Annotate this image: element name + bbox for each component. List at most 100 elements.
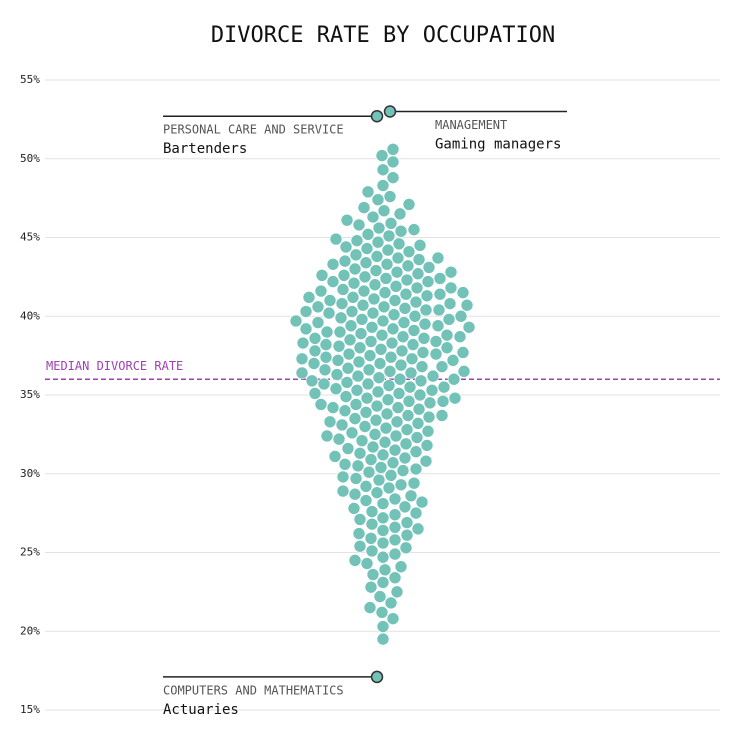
dot [336, 484, 350, 498]
dot [394, 478, 408, 492]
dot [393, 372, 407, 386]
dot [349, 398, 363, 411]
dot [384, 350, 398, 364]
dot [376, 632, 390, 646]
dot [393, 207, 407, 221]
dot [422, 410, 436, 424]
dot [351, 369, 365, 383]
dot [409, 506, 423, 520]
dot [373, 590, 387, 603]
dot [329, 232, 343, 246]
dot [407, 324, 421, 337]
dot [359, 480, 373, 493]
dot [398, 500, 412, 514]
dot [365, 505, 379, 518]
dot [457, 365, 471, 378]
dot [376, 524, 390, 537]
dot [368, 428, 382, 441]
dot [420, 289, 434, 303]
dot [396, 464, 410, 477]
dot [308, 331, 322, 345]
dot [347, 502, 361, 515]
dot [410, 431, 424, 444]
dot [415, 360, 429, 373]
dot [386, 143, 400, 156]
dot [339, 390, 353, 403]
dot [397, 316, 411, 329]
dot [335, 297, 349, 310]
dot [421, 275, 435, 288]
dot [376, 536, 390, 550]
dot [406, 338, 420, 351]
dot [429, 347, 443, 361]
dot [442, 313, 456, 326]
dot [368, 278, 382, 292]
dot [446, 354, 460, 367]
dot [366, 210, 380, 224]
dot [318, 363, 332, 377]
dot [391, 401, 405, 414]
dot [348, 487, 362, 501]
dot [415, 495, 429, 509]
dot [376, 448, 390, 462]
dot [337, 268, 351, 282]
dot [390, 265, 404, 279]
dot [384, 469, 398, 482]
dot [394, 358, 408, 372]
dot [412, 402, 426, 416]
dot [378, 435, 392, 449]
dot [336, 470, 350, 484]
dot [375, 606, 389, 619]
dot [444, 265, 458, 279]
dot [364, 580, 378, 594]
dot [326, 401, 340, 414]
dot [377, 300, 391, 314]
dot [409, 462, 423, 476]
dot [376, 511, 390, 525]
dot [334, 311, 348, 325]
dot [385, 336, 399, 350]
dot [340, 376, 354, 389]
dot [419, 454, 433, 468]
y-tick-label: 35% [20, 388, 40, 401]
dot [444, 281, 458, 295]
dot [425, 383, 439, 397]
dot [360, 557, 374, 570]
dot [400, 516, 414, 529]
y-tick-label: 20% [20, 624, 40, 637]
dot [373, 357, 387, 370]
dot [403, 380, 417, 394]
dot [346, 291, 360, 304]
dot [354, 327, 368, 340]
dot [383, 365, 397, 378]
dot [377, 204, 391, 218]
dot [311, 300, 325, 314]
dot [381, 393, 395, 407]
dot [448, 391, 462, 405]
dot [396, 330, 410, 344]
dot [399, 541, 413, 555]
y-tick-label: 45% [20, 231, 40, 244]
dot [376, 576, 390, 589]
dot [400, 528, 414, 542]
dot [349, 472, 363, 485]
dot [308, 344, 322, 358]
dot [409, 445, 423, 459]
dot [369, 264, 383, 277]
dot [421, 424, 435, 438]
dot [335, 418, 349, 432]
dot [323, 415, 337, 429]
dot [410, 281, 424, 295]
dot [365, 320, 379, 334]
dot [319, 350, 333, 364]
dot [407, 223, 421, 236]
highlight-dot [370, 109, 384, 123]
dot [353, 539, 367, 553]
dot [295, 366, 309, 380]
dot [322, 306, 336, 320]
dot [456, 346, 470, 359]
dot [352, 527, 366, 540]
highlight-dot [383, 105, 397, 118]
dot [305, 374, 319, 388]
dot [423, 396, 437, 410]
